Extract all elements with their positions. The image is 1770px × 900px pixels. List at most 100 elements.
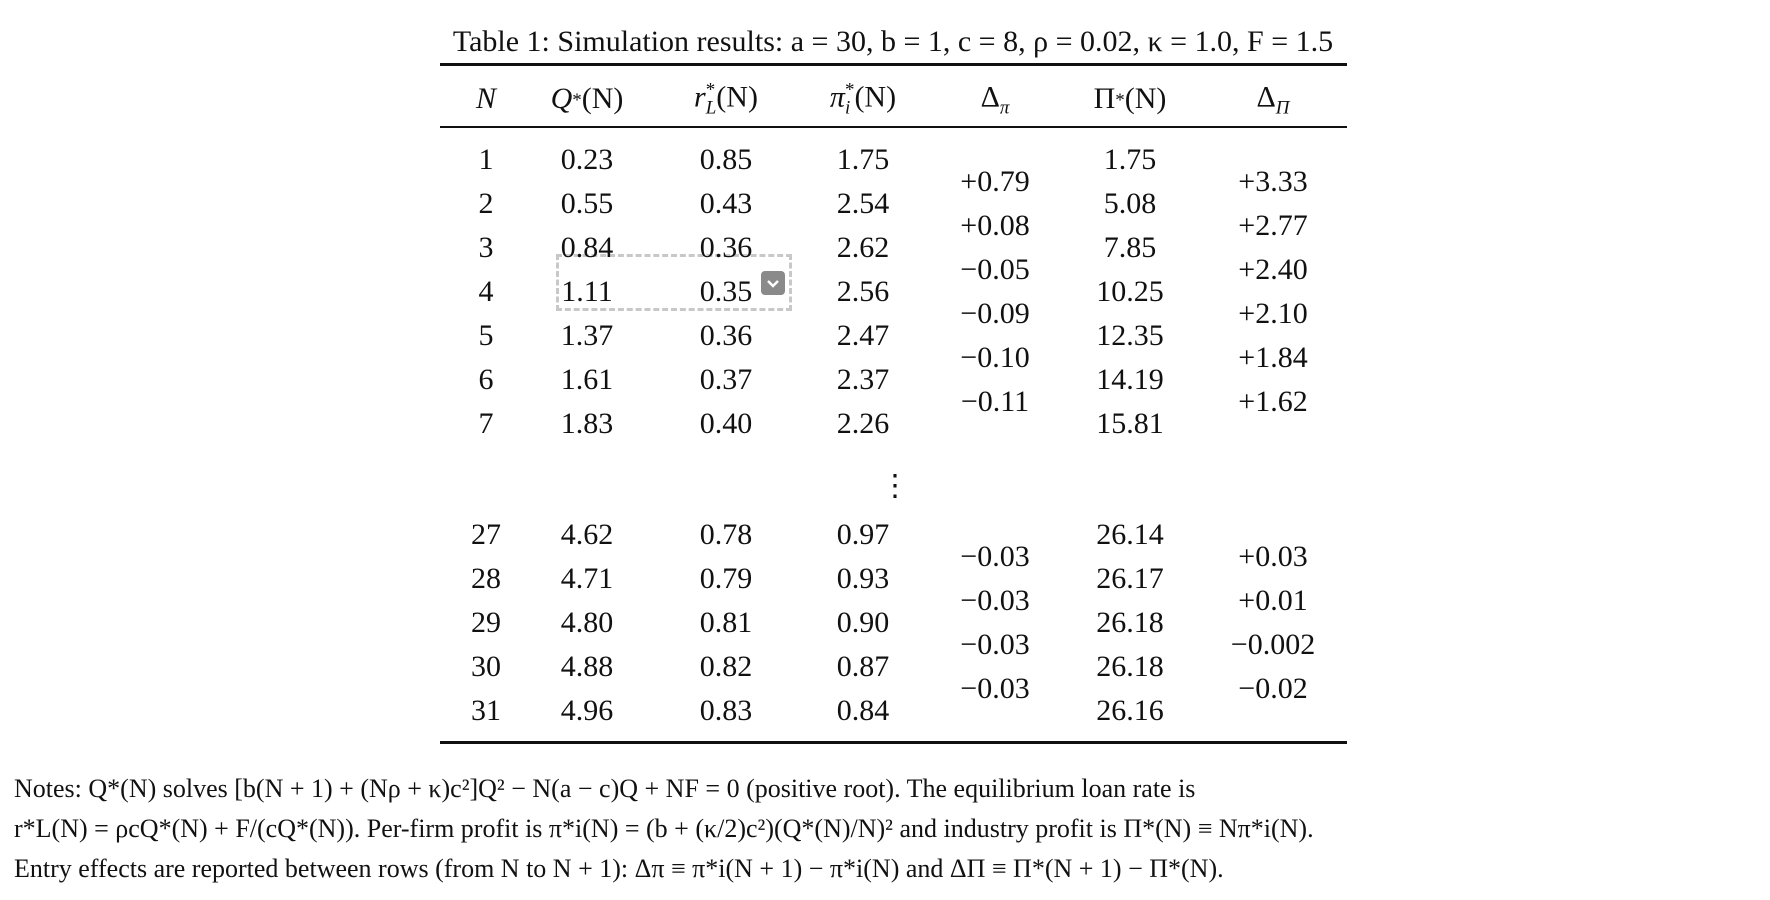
header-cell: Π * (N) — [1094, 82, 1167, 116]
header-index: * — [572, 90, 582, 112]
table-cell: 1.37 — [560, 319, 614, 352]
table-cell: 1.61 — [560, 363, 614, 396]
header-index: * L — [705, 79, 717, 119]
table-cell: 0.55 — [560, 187, 614, 220]
table-cell: 1.11 — [561, 275, 613, 308]
table-cell: 14.19 — [1096, 363, 1164, 396]
delta-big-pi-cell: +0.03 — [1238, 540, 1308, 573]
delta-pi-cell: −0.05 — [960, 253, 1030, 286]
note-line: Entry effects are reported between rows … — [14, 854, 1224, 883]
delta-pi-cell: −0.03 — [960, 540, 1030, 573]
delta-pi-cell: −0.03 — [960, 584, 1030, 617]
header-sub: L — [705, 97, 717, 119]
top-rule — [440, 63, 1347, 66]
table-cell: 12.35 — [1096, 319, 1164, 352]
table-cell: 0.40 — [699, 407, 753, 440]
table-cell: 26.18 — [1096, 650, 1164, 683]
table-cell: 1 — [478, 143, 494, 176]
table-cell: 28 — [471, 562, 501, 595]
delta-big-pi-cell: −0.002 — [1230, 628, 1316, 661]
header-arg: (N) — [1124, 82, 1167, 115]
table-cell: 15.81 — [1096, 407, 1164, 440]
table-cell: 4.88 — [560, 650, 614, 683]
table-cell: 4.96 — [560, 694, 614, 727]
dropdown-button[interactable] — [761, 271, 785, 295]
table-cell: 5.08 — [1103, 187, 1157, 220]
delta-big-pi-cell: +2.10 — [1238, 297, 1308, 330]
table-cell: 6 — [478, 363, 494, 396]
table-cell: 0.85 — [699, 143, 753, 176]
table-cell: 2.37 — [836, 363, 890, 396]
table-cell: 26.14 — [1096, 518, 1164, 551]
table-cell: 0.37 — [699, 363, 753, 396]
header-sup: * — [705, 79, 716, 101]
header-sup: * — [572, 90, 582, 112]
delta-big-pi-cell: +1.62 — [1238, 385, 1308, 418]
table-cell: 0.90 — [836, 606, 890, 639]
table-cell: 0.97 — [836, 518, 890, 551]
header-cell: r * L (N) — [694, 80, 758, 117]
table-cell: 4 — [478, 275, 494, 308]
table-cell: 1.75 — [1103, 143, 1157, 176]
table-cell: 5 — [478, 319, 494, 352]
table-cell: 0.43 — [699, 187, 753, 220]
table-cell: 31 — [471, 694, 501, 727]
header-sub: i — [844, 97, 851, 119]
table-cell: 27 — [471, 518, 501, 551]
delta-pi-cell: −0.09 — [960, 297, 1030, 330]
table-cell: 0.36 — [699, 231, 753, 264]
header-symbol: r — [694, 80, 706, 114]
header-cell: Q * (N) — [551, 82, 624, 116]
delta-big-pi-cell: +1.84 — [1238, 341, 1308, 374]
table-cell: 2.62 — [836, 231, 890, 264]
table-cell: 4.71 — [560, 562, 614, 595]
delta-pi-cell: +0.08 — [960, 209, 1030, 242]
table-cell: 10.25 — [1096, 275, 1164, 308]
header-cell: π * i (N) — [830, 80, 896, 117]
header-symbol: Q — [550, 82, 573, 115]
delta-pi-cell: −0.03 — [960, 672, 1030, 705]
header-index: * — [1115, 90, 1125, 112]
table-cell: 26.16 — [1096, 694, 1164, 727]
delta-big-pi-cell: +2.40 — [1238, 253, 1308, 286]
table-cell: 2 — [478, 187, 494, 220]
header-sup: * — [844, 79, 855, 101]
header-sub: Π — [1275, 97, 1290, 119]
table-cell: 4.62 — [560, 518, 614, 551]
table-cell: 0.23 — [560, 143, 614, 176]
table-cell: 0.84 — [560, 231, 614, 264]
delta-big-pi-cell: +2.77 — [1238, 209, 1308, 242]
delta-big-pi-cell: +3.33 — [1238, 165, 1308, 198]
header-rule — [440, 126, 1347, 128]
note-line: r*L(N) = ρcQ*(N) + F/(cQ*(N)). Per-firm … — [14, 814, 1314, 843]
table-cell: 0.82 — [699, 650, 753, 683]
table-cell: 0.84 — [836, 694, 890, 727]
table-cell: 0.93 — [836, 562, 890, 595]
table-cell: 2.47 — [836, 319, 890, 352]
delta-pi-cell: −0.11 — [960, 385, 1030, 418]
table-cell: 0.83 — [699, 694, 753, 727]
selection-box[interactable] — [556, 254, 792, 311]
header-symbol: Π — [1093, 82, 1116, 115]
delta-pi-cell: −0.03 — [960, 628, 1030, 661]
bottom-rule — [440, 741, 1347, 744]
header-index: π — [1000, 82, 1010, 118]
table-cell: 0.79 — [699, 562, 753, 595]
table-cell: 26.17 — [1096, 562, 1164, 595]
header-cell: N — [476, 82, 496, 116]
table-cell: 30 — [471, 650, 501, 683]
table-cell: 2.54 — [836, 187, 890, 220]
table-cell: 7 — [478, 407, 494, 440]
header-index: * i — [844, 79, 855, 119]
header-symbol: Δ — [1256, 80, 1276, 114]
table-cell: 0.81 — [699, 606, 753, 639]
header-sup: * — [1115, 90, 1125, 112]
table-cell: 29 — [471, 606, 501, 639]
chevron-icon — [767, 280, 779, 288]
note-line: Notes: Q*(N) solves [b(N + 1) + (Nρ + κ)… — [14, 774, 1196, 803]
delta-big-pi-cell: +0.01 — [1238, 584, 1308, 617]
table-cell: 2.56 — [836, 275, 890, 308]
table-cell: 0.35 — [699, 275, 753, 308]
